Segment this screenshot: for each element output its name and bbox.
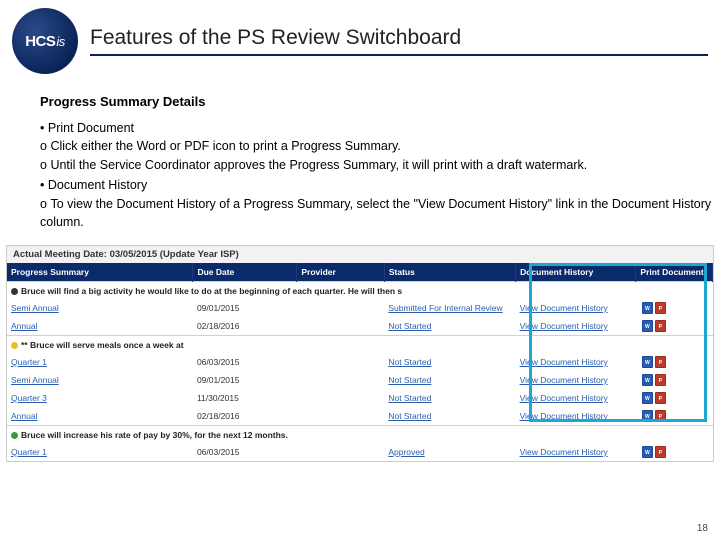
col-provider[interactable]: Provider xyxy=(297,263,385,282)
table-row: Semi Annual 09/01/2015 Submitted For Inter… xyxy=(7,299,713,317)
progress-summary-link[interactable]: Semi Annual xyxy=(11,303,59,313)
print-document-cell: WP xyxy=(636,407,713,426)
provider-cell xyxy=(297,407,385,426)
progress-summary-link[interactable]: Semi Annual xyxy=(11,375,59,385)
view-document-history-link[interactable]: View Document History xyxy=(520,393,608,403)
word-icon[interactable]: W xyxy=(642,392,653,404)
group-label: Bruce will increase his rate of pay by 3… xyxy=(21,430,288,440)
col-print-document[interactable]: Print Document xyxy=(636,263,713,282)
group-row: Bruce will increase his rate of pay by 3… xyxy=(7,425,713,443)
col-progress-summary[interactable]: Progress Summary xyxy=(7,263,193,282)
provider-cell xyxy=(297,443,385,461)
col-status[interactable]: Status xyxy=(384,263,515,282)
group-label: ** Bruce will serve meals once a week at xyxy=(21,340,184,350)
view-document-history-link[interactable]: View Document History xyxy=(520,411,608,421)
progress-summary-link[interactable]: Quarter 3 xyxy=(11,393,47,403)
print-document-cell: WP xyxy=(636,389,713,407)
logo-text: HCS xyxy=(25,33,55,50)
progress-summary-link[interactable]: Quarter 1 xyxy=(11,357,47,367)
progress-summary-link[interactable]: Annual xyxy=(11,321,37,331)
pdf-icon[interactable]: P xyxy=(655,302,666,314)
status-link[interactable]: Approved xyxy=(388,447,424,457)
provider-cell xyxy=(297,353,385,371)
title-underline xyxy=(90,54,708,56)
status-link[interactable]: Not Started xyxy=(388,411,431,421)
table-header-row: Progress Summary Due Date Provider Statu… xyxy=(7,263,713,282)
table-row: Annual 02/18/2016 Not Started View Document… xyxy=(7,317,713,336)
due-date-cell: 09/01/2015 xyxy=(193,371,297,389)
sub-bullet: To view the Document History of a Progre… xyxy=(40,195,720,231)
due-date-cell: 02/18/2016 xyxy=(193,317,297,336)
status-link[interactable]: Submitted For Internal Review xyxy=(388,303,502,313)
progress-summary-link[interactable]: Quarter 1 xyxy=(11,447,47,457)
page-number: 18 xyxy=(697,523,708,534)
bullet-list: Print Document Click either the Word or … xyxy=(40,119,720,231)
pdf-icon[interactable]: P xyxy=(655,410,666,422)
word-icon[interactable]: W xyxy=(642,302,653,314)
print-document-cell: WP xyxy=(636,317,713,336)
progress-summary-link[interactable]: Annual xyxy=(11,411,37,421)
group-row: Bruce will find a big activity he would … xyxy=(7,281,713,299)
view-document-history-link[interactable]: View Document History xyxy=(520,447,608,457)
table-row: Quarter 3 11/30/2015 Not Started View Docum… xyxy=(7,389,713,407)
progress-summary-table: Progress Summary Due Date Provider Statu… xyxy=(7,263,713,461)
table-screenshot: Actual Meeting Date: 03/05/2015 (Update … xyxy=(6,245,714,462)
page-title: Features of the PS Review Switchboard xyxy=(90,26,708,52)
due-date-cell: 11/30/2015 xyxy=(193,389,297,407)
pdf-icon[interactable]: P xyxy=(655,392,666,404)
page-header: HCSis Features of the PS Review Switchbo… xyxy=(0,0,720,78)
view-document-history-link[interactable]: View Document History xyxy=(520,357,608,367)
bullet-print-document: Print Document xyxy=(48,121,134,135)
pdf-icon[interactable]: P xyxy=(655,356,666,368)
title-wrap: Features of the PS Review Switchboard xyxy=(90,26,708,56)
word-icon[interactable]: W xyxy=(642,320,653,332)
status-link[interactable]: Not Started xyxy=(388,393,431,403)
bullet-document-history: Document History xyxy=(48,178,147,192)
status-dot-icon xyxy=(11,432,18,439)
status-link[interactable]: Not Started xyxy=(388,321,431,331)
table-row: Quarter 1 06/03/2015 Not Started View Docum… xyxy=(7,353,713,371)
status-link[interactable]: Not Started xyxy=(388,357,431,367)
due-date-cell: 06/03/2015 xyxy=(193,443,297,461)
logo-suffix: is xyxy=(56,34,64,49)
due-date-cell: 06/03/2015 xyxy=(193,353,297,371)
view-document-history-link[interactable]: View Document History xyxy=(520,375,608,385)
section-subtitle: Progress Summary Details xyxy=(40,94,720,109)
table-row: Semi Annual 09/01/2015 Not Started View Doc… xyxy=(7,371,713,389)
pdf-icon[interactable]: P xyxy=(655,446,666,458)
hcsis-logo: HCSis xyxy=(12,8,78,74)
status-link[interactable]: Not Started xyxy=(388,375,431,385)
view-document-history-link[interactable]: View Document History xyxy=(520,303,608,313)
print-document-cell: WP xyxy=(636,371,713,389)
print-document-cell: WP xyxy=(636,443,713,461)
sub-bullet: Click either the Word or PDF icon to pri… xyxy=(40,137,720,155)
provider-cell xyxy=(297,317,385,336)
word-icon[interactable]: W xyxy=(642,374,653,386)
col-document-history[interactable]: Document History xyxy=(516,263,636,282)
word-icon[interactable]: W xyxy=(642,446,653,458)
meeting-date-bar: Actual Meeting Date: 03/05/2015 (Update … xyxy=(7,246,713,263)
provider-cell xyxy=(297,389,385,407)
provider-cell xyxy=(297,371,385,389)
word-icon[interactable]: W xyxy=(642,410,653,422)
sub-bullet: Until the Service Coordinator approves t… xyxy=(40,156,720,174)
status-dot-icon xyxy=(11,342,18,349)
pdf-icon[interactable]: P xyxy=(655,320,666,332)
due-date-cell: 02/18/2016 xyxy=(193,407,297,426)
print-document-cell: WP xyxy=(636,353,713,371)
print-document-cell: WP xyxy=(636,299,713,317)
table-row: Quarter 1 06/03/2015 Approved View Document… xyxy=(7,443,713,461)
col-due-date[interactable]: Due Date xyxy=(193,263,297,282)
due-date-cell: 09/01/2015 xyxy=(193,299,297,317)
table-row: Annual 02/18/2016 Not Started View Document… xyxy=(7,407,713,426)
view-document-history-link[interactable]: View Document History xyxy=(520,321,608,331)
provider-cell xyxy=(297,299,385,317)
word-icon[interactable]: W xyxy=(642,356,653,368)
pdf-icon[interactable]: P xyxy=(655,374,666,386)
status-dot-icon xyxy=(11,288,18,295)
group-label: Bruce will find a big activity he would … xyxy=(21,286,402,296)
group-row: ** Bruce will serve meals once a week at xyxy=(7,335,713,353)
